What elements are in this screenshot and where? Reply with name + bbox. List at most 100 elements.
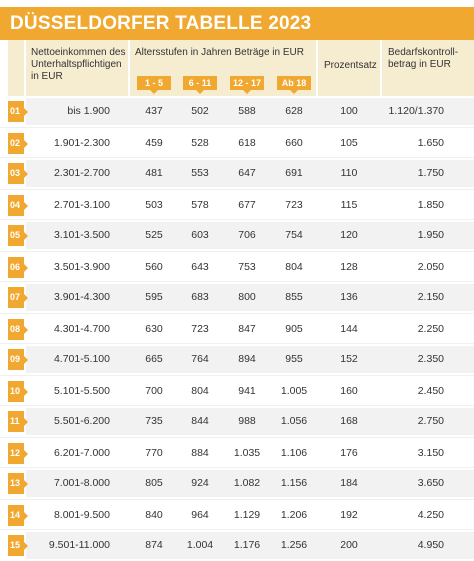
amount-age-1-5-cell: 700 [145, 385, 163, 397]
header-percent-label: Prozentsatz [324, 60, 377, 71]
row-background [26, 378, 474, 403]
row-index-badge: 10 [8, 381, 28, 402]
row-background [26, 254, 474, 279]
amount-age-1-5-cell: 525 [145, 229, 163, 241]
requirement-cell: 4.950 [417, 539, 444, 551]
table-row: 02 1.901-2.300 459 528 618 660 105 1.650 [0, 127, 474, 158]
income-range-cell: 7.001-8.000 [53, 477, 110, 489]
amount-age-12-17-cell: 618 [238, 137, 256, 149]
amount-age-18-plus-cell: 660 [285, 137, 303, 149]
requirement-cell: 2.250 [417, 323, 444, 335]
table-row: 03 2.301-2.700 481 553 647 691 110 1.750 [0, 158, 474, 189]
amount-age-12-17-cell: 706 [238, 229, 256, 241]
row-index-badge: 14 [8, 505, 28, 526]
requirement-cell: 2.150 [417, 291, 444, 303]
amount-age-18-plus-cell: 905 [285, 323, 303, 335]
amount-age-1-5-cell: 805 [145, 477, 163, 489]
amount-age-12-17-cell: 677 [238, 199, 256, 211]
income-range-cell: 5.101-5.500 [53, 385, 110, 397]
row-index-badge: 02 [8, 133, 28, 154]
table-row: 14 8.001-9.500 840 964 1.129 1.206 192 4.250 [0, 499, 474, 530]
row-index-badge: 03 [8, 163, 28, 184]
row-background [26, 98, 474, 125]
header-index-cell [8, 40, 24, 96]
requirement-cell: 1.950 [417, 229, 444, 241]
table-row: 10 5.101-5.500 700 804 941 1.005 160 2.450 [0, 375, 474, 406]
income-range-cell: 2.301-2.700 [53, 167, 110, 179]
requirement-cell: 2.750 [417, 415, 444, 427]
requirement-cell: 1.120/1.370 [388, 105, 444, 117]
percent-cell: 192 [340, 509, 358, 521]
amount-age-18-plus-cell: 628 [285, 105, 303, 117]
percent-cell: 144 [340, 323, 358, 335]
requirement-cell: 2.450 [417, 385, 444, 397]
amount-age-1-5-cell: 595 [145, 291, 163, 303]
requirement-cell: 3.650 [417, 477, 444, 489]
amount-age-1-5-cell: 665 [145, 353, 163, 365]
table-row: 01 bis 1.900 437 502 588 628 100 1.120/1.370 [0, 96, 474, 127]
row-index-badge: 08 [8, 319, 28, 340]
amount-age-6-11-cell: 924 [191, 477, 209, 489]
amount-age-18-plus-cell: 1.206 [280, 509, 308, 521]
amount-age-18-plus-cell: 754 [285, 229, 303, 241]
income-range-cell: 1.901-2.300 [53, 137, 110, 149]
income-range-cell: 4.701-5.100 [53, 353, 110, 365]
percent-cell: 105 [340, 137, 358, 149]
income-range-cell: 3.501-3.900 [53, 261, 110, 273]
amount-age-12-17-cell: 894 [238, 353, 256, 365]
table-row: 09 4.701-5.100 665 764 894 955 152 2.350 [0, 344, 474, 375]
amount-age-6-11-cell: 884 [191, 447, 209, 459]
income-range-cell: 6.201-7.000 [53, 447, 110, 459]
amount-age-18-plus-cell: 1.056 [280, 415, 308, 427]
amount-age-1-5-cell: 874 [145, 539, 163, 551]
amount-age-12-17-cell: 647 [238, 167, 256, 179]
percent-cell: 168 [340, 415, 358, 427]
income-range-cell: 2.701-3.100 [53, 199, 110, 211]
percent-cell: 200 [340, 539, 358, 551]
requirement-cell: 2.350 [417, 353, 444, 365]
amount-age-1-5-cell: 735 [145, 415, 163, 427]
amount-age-6-11-cell: 1.004 [186, 539, 214, 551]
age-badge-12-17: 12 - 17 [230, 76, 264, 94]
amount-age-12-17-cell: 800 [238, 291, 256, 303]
row-background [26, 532, 474, 559]
row-background [26, 284, 474, 311]
row-background [26, 130, 474, 155]
amount-age-12-17-cell: 1.035 [233, 447, 261, 459]
row-index-badge: 05 [8, 225, 28, 246]
amount-age-6-11-cell: 683 [191, 291, 209, 303]
row-background [26, 346, 474, 373]
row-background [26, 440, 474, 465]
table-row: 13 7.001-8.000 805 924 1.082 1.156 184 3.650 [0, 468, 474, 499]
amount-age-18-plus-cell: 855 [285, 291, 303, 303]
age-badge-6-11: 6 - 11 [183, 76, 217, 94]
requirement-cell: 2.050 [417, 261, 444, 273]
requirement-cell: 1.850 [417, 199, 444, 211]
row-background [26, 470, 474, 497]
amount-age-18-plus-cell: 1.256 [280, 539, 308, 551]
amount-age-12-17-cell: 988 [238, 415, 256, 427]
percent-cell: 115 [340, 199, 358, 211]
amount-age-12-17-cell: 941 [238, 385, 256, 397]
amount-age-18-plus-cell: 1.106 [280, 447, 308, 459]
amount-age-6-11-cell: 723 [191, 323, 209, 335]
amount-age-18-plus-cell: 723 [285, 199, 303, 211]
amount-age-1-5-cell: 770 [145, 447, 163, 459]
amount-age-1-5-cell: 437 [145, 105, 163, 117]
row-background [26, 316, 474, 341]
table-row: 11 5.501-6.200 735 844 988 1.056 168 2.750 [0, 406, 474, 437]
row-background [26, 408, 474, 435]
percent-cell: 120 [340, 229, 358, 241]
amount-age-1-5-cell: 459 [145, 137, 163, 149]
header-age-groups-label: Altersstufen in Jahren Beträge in EUR [135, 47, 304, 58]
row-background [26, 222, 474, 249]
amount-age-18-plus-cell: 691 [285, 167, 303, 179]
header-income-label: Nettoeinkommen des Unterhaltspflichtigen… [31, 47, 126, 82]
row-index-badge: 13 [8, 473, 28, 494]
percent-cell: 136 [340, 291, 358, 303]
income-range-cell: 9.501-11.000 [48, 539, 110, 551]
percent-cell: 100 [340, 105, 358, 117]
row-background [26, 502, 474, 527]
amount-age-6-11-cell: 553 [191, 167, 209, 179]
